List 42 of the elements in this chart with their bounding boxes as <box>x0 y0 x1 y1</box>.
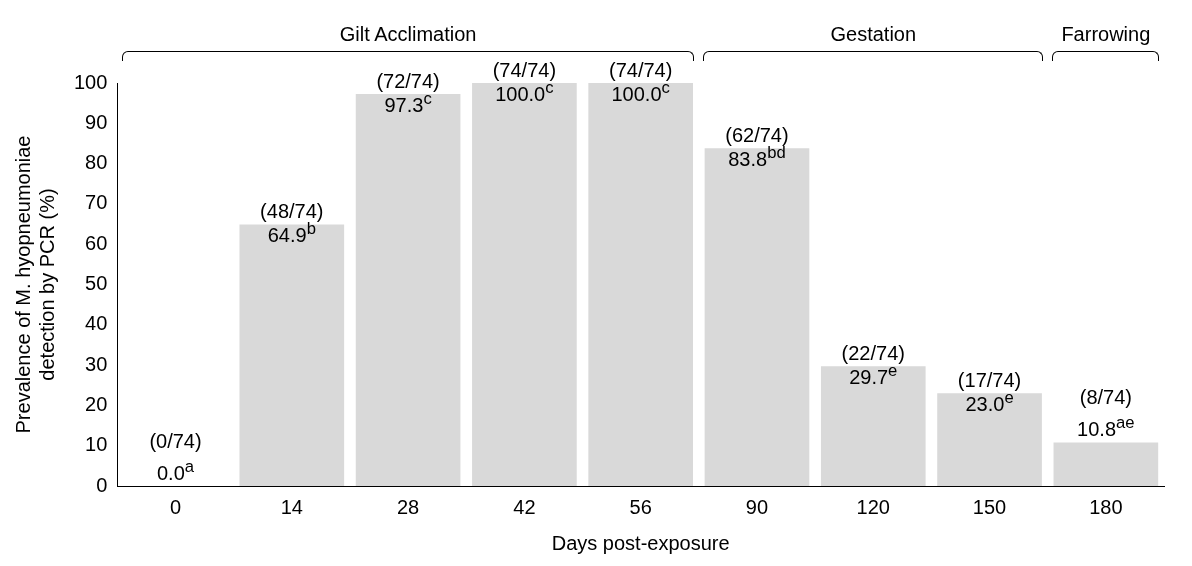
data-label: 10.8$^{ae}$ <box>1077 412 1135 441</box>
y-tick-label: 100 <box>73 70 108 93</box>
bar <box>355 93 461 486</box>
annotation: (0/74) <box>149 430 202 452</box>
data-label: 0.0$^{a}$ <box>156 456 195 484</box>
text: Gestation <box>830 23 917 45</box>
data-label: 97.3$^{c}$ <box>384 89 432 116</box>
bar <box>820 366 926 486</box>
x-tick-label: 42 <box>513 495 536 518</box>
y-tick-label: 80 <box>85 151 108 174</box>
y-tick-label: 10 <box>85 433 108 456</box>
annotation: (8/74) <box>1079 386 1132 409</box>
bar <box>1053 442 1159 486</box>
y-axis-title: Prevalence of M. hyopneumoniae detection by PCR (%) <box>11 135 58 434</box>
y-tick-label: 0 <box>96 473 108 496</box>
y-tick-label: 20 <box>85 392 108 415</box>
x-tick-label: 150 <box>972 495 1007 518</box>
y-tick-label: 30 <box>85 352 108 375</box>
bar <box>704 148 810 486</box>
bar <box>239 224 345 486</box>
x-tick-label: 90 <box>745 495 769 518</box>
x-tick-label: 120 <box>856 495 890 518</box>
y-tick-label: 60 <box>85 231 108 254</box>
x-tick-label: 180 <box>1089 495 1123 518</box>
x-tick-label: 0 <box>169 495 182 518</box>
annotation: (74/74) <box>608 59 673 81</box>
annotation: (72/74) <box>376 69 440 92</box>
y-tick-label: 70 <box>85 191 108 214</box>
annotation: (62/74) <box>725 124 789 147</box>
bar <box>937 393 1042 486</box>
y-tick-label: 40 <box>85 312 108 335</box>
text: Gilt Acclimation <box>339 23 477 45</box>
y-tick-label: 50 <box>85 272 108 295</box>
annotation: (74/74) <box>492 59 557 81</box>
bar <box>472 83 577 486</box>
x-axis-title: Days post-exposure <box>551 531 730 554</box>
x-tick-label: 56 <box>629 495 652 518</box>
bar <box>588 83 694 486</box>
x-tick-label: 28 <box>396 495 420 518</box>
x-tick-label: 14 <box>280 495 303 518</box>
text: Farrowing <box>1061 23 1151 45</box>
y-tick-label: 90 <box>85 110 108 133</box>
